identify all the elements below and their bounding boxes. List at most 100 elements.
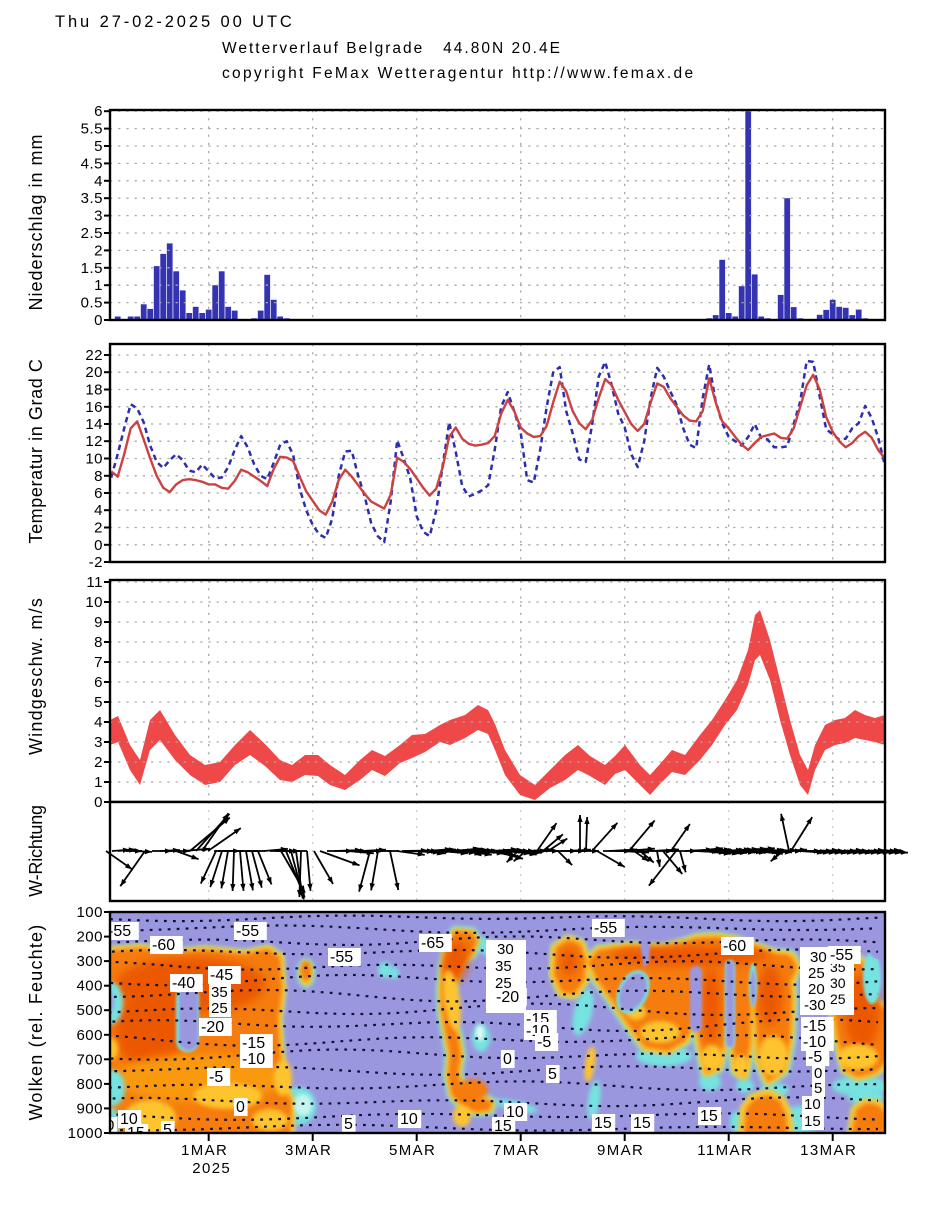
svg-text:6: 6 [94, 485, 103, 502]
svg-text:10: 10 [120, 1111, 138, 1128]
svg-text:18: 18 [85, 382, 103, 399]
svg-text:-10: -10 [803, 1034, 826, 1051]
svg-text:25: 25 [808, 965, 825, 982]
svg-text:-55: -55 [236, 923, 259, 940]
svg-text:16: 16 [85, 399, 103, 416]
svg-text:35: 35 [211, 984, 228, 1001]
svg-text:copyright FeMax Wetteragentur: copyright FeMax Wetteragentur http://www… [222, 65, 695, 82]
svg-text:-55: -55 [108, 923, 131, 940]
svg-text:-10: -10 [242, 1051, 265, 1068]
svg-text:500: 500 [76, 1002, 103, 1019]
svg-text:7: 7 [94, 654, 103, 671]
svg-text:3.5: 3.5 [81, 190, 103, 207]
svg-text:15: 15 [494, 1118, 512, 1135]
svg-text:4.5: 4.5 [81, 155, 103, 172]
svg-text:3MAR: 3MAR [285, 1142, 332, 1159]
svg-text:10: 10 [85, 594, 103, 611]
svg-text:25: 25 [211, 1000, 228, 1017]
svg-text:10: 10 [85, 451, 103, 468]
svg-text:0: 0 [94, 794, 103, 811]
svg-text:20: 20 [85, 364, 103, 381]
svg-text:5.5: 5.5 [81, 121, 103, 138]
svg-text:6: 6 [94, 103, 103, 120]
svg-text:15: 15 [594, 1115, 612, 1132]
svg-text:-55: -55 [330, 949, 353, 966]
svg-text:900: 900 [76, 1100, 103, 1117]
svg-text:-45: -45 [210, 967, 233, 984]
svg-text:2.5: 2.5 [81, 225, 103, 242]
svg-text:5: 5 [163, 1122, 172, 1139]
svg-text:0: 0 [236, 1099, 245, 1116]
svg-text:10: 10 [506, 1104, 524, 1121]
svg-text:3: 3 [94, 734, 103, 751]
svg-text:4: 4 [94, 714, 103, 731]
svg-text:6: 6 [94, 674, 103, 691]
svg-text:0: 0 [106, 1117, 114, 1134]
svg-text:-55: -55 [594, 920, 617, 937]
svg-text:4: 4 [94, 502, 103, 519]
svg-text:1MAR: 1MAR [181, 1142, 228, 1159]
svg-text:13MAR: 13MAR [800, 1142, 857, 1159]
svg-text:-20: -20 [496, 989, 519, 1006]
svg-text:10: 10 [400, 1111, 418, 1128]
svg-text:8: 8 [94, 634, 103, 651]
svg-text:8: 8 [94, 468, 103, 485]
svg-text:Niederschlag in mm: Niederschlag in mm [26, 133, 46, 310]
svg-text:5: 5 [814, 1080, 822, 1097]
svg-text:-30: -30 [804, 997, 826, 1014]
svg-text:25: 25 [495, 975, 512, 992]
svg-text:30: 30 [830, 975, 846, 991]
svg-text:2025: 2025 [192, 1160, 231, 1177]
svg-text:Windgeschw. m/s: Windgeschw. m/s [26, 597, 46, 755]
svg-text:0: 0 [94, 537, 103, 554]
svg-text:1.5: 1.5 [81, 260, 103, 277]
svg-text:800: 800 [76, 1076, 103, 1093]
svg-text:-65: -65 [421, 935, 444, 952]
svg-text:35: 35 [495, 958, 512, 975]
svg-text:3: 3 [94, 208, 103, 225]
svg-text:200: 200 [76, 929, 103, 946]
svg-text:600: 600 [76, 1027, 103, 1044]
svg-text:0.5: 0.5 [81, 295, 103, 312]
svg-text:22: 22 [85, 347, 103, 364]
svg-text:-15: -15 [242, 1035, 265, 1052]
svg-text:5: 5 [94, 138, 103, 155]
svg-text:Thu 27-02-2025 00 UTC: Thu 27-02-2025 00 UTC [55, 13, 295, 31]
svg-text:-40: -40 [172, 975, 195, 992]
svg-text:15: 15 [804, 1113, 821, 1130]
svg-text:-5: -5 [209, 1069, 223, 1086]
svg-text:0: 0 [814, 1065, 822, 1082]
svg-text:700: 700 [76, 1051, 103, 1068]
svg-text:15: 15 [127, 1125, 145, 1142]
svg-text:-2: -2 [89, 554, 103, 571]
svg-text:2: 2 [94, 242, 103, 259]
svg-text:30: 30 [810, 949, 827, 966]
svg-text:2: 2 [94, 520, 103, 537]
svg-text:Wolken (rel. Feuchte): Wolken (rel. Feuchte) [26, 924, 46, 1121]
svg-text:Temperatur in Grad C: Temperatur in Grad C [26, 358, 46, 543]
svg-text:300: 300 [76, 953, 103, 970]
svg-text:400: 400 [76, 978, 103, 995]
svg-text:11MAR: 11MAR [697, 1142, 753, 1159]
svg-text:1000: 1000 [68, 1125, 103, 1142]
svg-text:7MAR: 7MAR [493, 1142, 540, 1159]
svg-text:1: 1 [94, 774, 103, 791]
svg-text:4: 4 [94, 173, 103, 190]
svg-text:-5: -5 [537, 1034, 551, 1051]
svg-text:2: 2 [94, 754, 103, 771]
svg-text:-20: -20 [201, 1019, 224, 1036]
svg-text:5: 5 [344, 1116, 353, 1133]
svg-text:0: 0 [503, 1051, 512, 1068]
svg-text:-60: -60 [723, 938, 746, 955]
svg-text:10: 10 [804, 1096, 821, 1113]
svg-text:9: 9 [94, 614, 103, 631]
svg-text:Wetterverlauf Belgrade 44.80: Wetterverlauf Belgrade 44.80N 20.4E [222, 40, 562, 57]
svg-text:-5: -5 [808, 1049, 822, 1066]
svg-text:0: 0 [94, 312, 103, 329]
svg-text:14: 14 [85, 416, 103, 433]
svg-text:W-Richtung: W-Richtung [26, 805, 46, 897]
svg-text:-15: -15 [803, 1018, 826, 1035]
svg-text:1: 1 [94, 277, 103, 294]
svg-text:20: 20 [808, 981, 825, 998]
svg-text:-55: -55 [830, 947, 853, 964]
